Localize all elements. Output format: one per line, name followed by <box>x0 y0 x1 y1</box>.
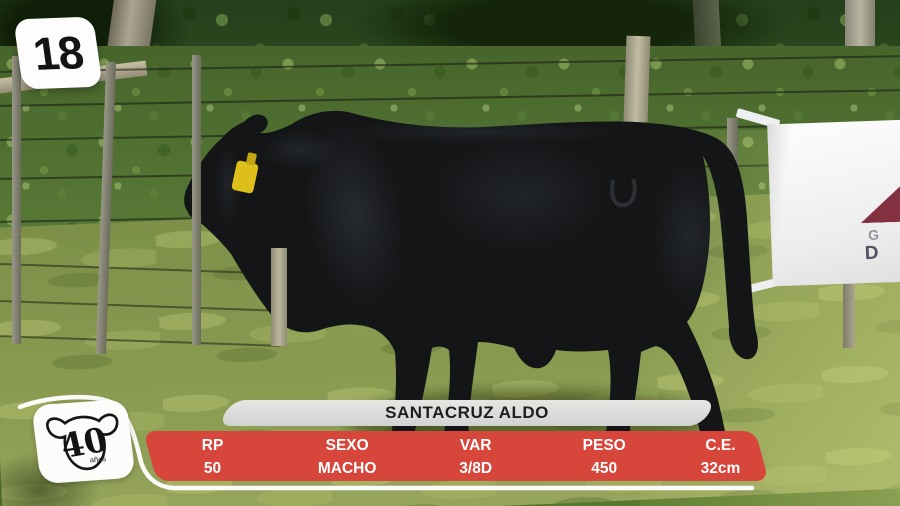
animal-name-bar: SANTACRUZ ALDO <box>217 400 717 426</box>
value-sexo: MACHO <box>317 460 377 477</box>
value-var: 3/8D <box>459 460 493 477</box>
column-header-sexo: SEXO <box>325 437 369 454</box>
info-value-row: 50 MACHO 3/8D 450 32cm <box>151 459 763 479</box>
anniversary-badge: 40 años <box>31 398 136 485</box>
fence-post <box>192 55 201 345</box>
column-header-var: VAR <box>459 437 492 454</box>
lot-number-badge: 18 <box>13 16 103 90</box>
anniversary-logo: 40 años <box>45 413 118 470</box>
value-peso: 450 <box>591 460 618 477</box>
anniversary-label: años <box>89 454 107 464</box>
animal-name: SANTACRUZ ALDO <box>385 403 549 422</box>
column-header-peso: PESO <box>582 437 626 454</box>
ear-tag <box>231 152 259 194</box>
info-header-row: RP SEXO VAR PESO C.E. <box>151 436 763 456</box>
fence-post <box>271 248 287 346</box>
value-ce: 32cm <box>700 460 741 477</box>
info-panel: RP SEXO VAR PESO C.E. 50 MACHO 3/8D 450 … <box>143 431 769 481</box>
bull-coat-sheen <box>214 120 730 310</box>
lot-number: 18 <box>29 26 87 80</box>
column-header-ce: C.E. <box>705 437 736 454</box>
column-header-rp: RP <box>201 437 224 454</box>
anniversary-number: 40 <box>56 419 110 465</box>
value-rp: 50 <box>203 460 222 477</box>
cattle-head-icon <box>45 413 118 470</box>
fence-post <box>12 56 21 344</box>
fence-post <box>843 270 855 348</box>
